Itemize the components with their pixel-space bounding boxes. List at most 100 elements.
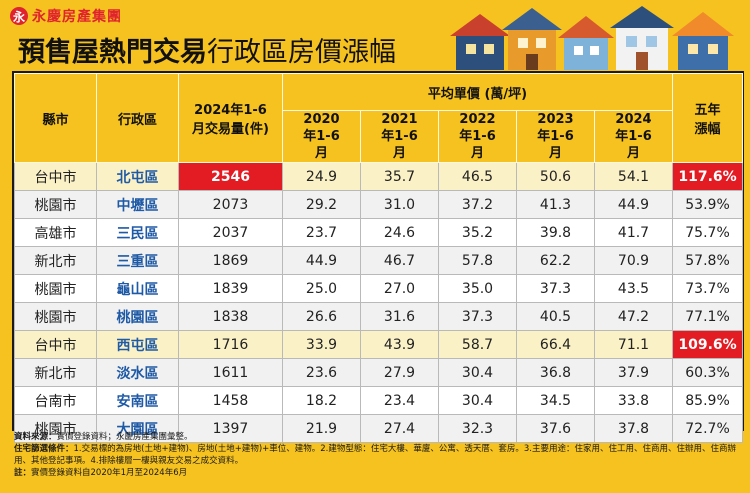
cell-volume: 1397 bbox=[178, 414, 283, 443]
cell-price-2024: 70.9 bbox=[593, 246, 674, 275]
header-year-2023: 2023年1-6月 bbox=[516, 110, 595, 163]
houses-illustration bbox=[450, 6, 734, 70]
cell-county: 高雄市 bbox=[14, 218, 97, 247]
cell-county: 桃園市 bbox=[14, 190, 97, 219]
cell-volume: 2037 bbox=[178, 218, 283, 247]
cell-growth: 75.7% bbox=[672, 218, 744, 247]
table-row: 桃園市 大園區 1397 21.9 27.4 32.3 37.6 37.8 72… bbox=[14, 414, 744, 443]
cell-district: 三重區 bbox=[96, 246, 179, 275]
cell-price-2023: 36.8 bbox=[516, 358, 595, 387]
cell-district: 桃園區 bbox=[96, 302, 179, 331]
cell-county: 桃園市 bbox=[14, 274, 97, 303]
header-county: 縣市 bbox=[14, 73, 97, 163]
cell-price-2024: 41.7 bbox=[593, 218, 674, 247]
cell-county: 台中市 bbox=[14, 162, 97, 191]
footnotes: 資料來源：實價登錄資料；永慶房產集團彙整。 住宅篩選條件：1.交易標的為房地(土… bbox=[14, 431, 740, 479]
cell-price-2023: 39.8 bbox=[516, 218, 595, 247]
cell-price-2022: 58.7 bbox=[438, 330, 517, 359]
table-row: 台南市 安南區 1458 18.2 23.4 30.4 34.5 33.8 85… bbox=[14, 386, 744, 415]
cell-district: 大園區 bbox=[96, 414, 179, 443]
header-year-2020: 2020年1-6月 bbox=[282, 110, 361, 163]
cell-price-2024: 37.8 bbox=[593, 414, 674, 443]
cell-price-2022: 37.2 bbox=[438, 190, 517, 219]
cell-price-2023: 62.2 bbox=[516, 246, 595, 275]
cell-price-2020: 26.6 bbox=[282, 302, 361, 331]
page-title-light: 行政區房價漲幅 bbox=[207, 37, 396, 68]
header-year-2022: 2022年1-6月 bbox=[438, 110, 517, 163]
cell-price-2022: 32.3 bbox=[438, 414, 517, 443]
cell-price-2021: 43.9 bbox=[360, 330, 439, 359]
cell-district: 中壢區 bbox=[96, 190, 179, 219]
cell-volume: 1838 bbox=[178, 302, 283, 331]
note-filter-label: 住宅篩選條件： bbox=[14, 444, 74, 454]
cell-growth: 53.9% bbox=[672, 190, 744, 219]
house-icon bbox=[672, 12, 734, 70]
cell-growth: 60.3% bbox=[672, 358, 744, 387]
cell-price-2022: 46.5 bbox=[438, 162, 517, 191]
table-row: 桃園市 中壢區 2073 29.2 31.0 37.2 41.3 44.9 53… bbox=[14, 190, 744, 219]
cell-price-2024: 33.8 bbox=[593, 386, 674, 415]
cell-district: 北屯區 bbox=[96, 162, 179, 191]
cell-price-2021: 46.7 bbox=[360, 246, 439, 275]
brand-logo-text: 永慶房產集團 bbox=[32, 9, 122, 25]
cell-price-2023: 37.6 bbox=[516, 414, 595, 443]
cell-price-2021: 27.4 bbox=[360, 414, 439, 443]
table-row: 高雄市 三民區 2037 23.7 24.6 35.2 39.8 41.7 75… bbox=[14, 218, 744, 247]
cell-price-2021: 31.0 bbox=[360, 190, 439, 219]
cell-price-2024: 54.1 bbox=[593, 162, 674, 191]
page-title: 預售屋熱門交易行政區房價漲幅 bbox=[18, 30, 396, 69]
header-volume: 2024年1-6月交易量(件) bbox=[178, 73, 283, 163]
cell-volume: 1458 bbox=[178, 386, 283, 415]
cell-district: 三民區 bbox=[96, 218, 179, 247]
cell-county: 新北市 bbox=[14, 246, 97, 275]
cell-district: 安南區 bbox=[96, 386, 179, 415]
cell-price-2023: 66.4 bbox=[516, 330, 595, 359]
cell-growth: 73.7% bbox=[672, 274, 744, 303]
cell-price-2021: 31.6 bbox=[360, 302, 439, 331]
cell-volume: 2546 bbox=[178, 162, 283, 191]
cell-price-2022: 35.0 bbox=[438, 274, 517, 303]
house-icon bbox=[450, 14, 510, 70]
cell-price-2022: 30.4 bbox=[438, 386, 517, 415]
cell-county: 桃園市 bbox=[14, 414, 97, 443]
header-district: 行政區 bbox=[96, 73, 179, 163]
page-title-strong: 預售屋熱門交易 bbox=[18, 37, 207, 68]
note-period-label: 註： bbox=[14, 468, 32, 478]
table-row: 桃園市 桃園區 1838 26.6 31.6 37.3 40.5 47.2 77… bbox=[14, 302, 744, 331]
cell-county: 桃園市 bbox=[14, 302, 97, 331]
cell-county: 台中市 bbox=[14, 330, 97, 359]
cell-county: 新北市 bbox=[14, 358, 97, 387]
cell-price-2020: 23.6 bbox=[282, 358, 361, 387]
cell-growth: 77.1% bbox=[672, 302, 744, 331]
cell-county: 台南市 bbox=[14, 386, 97, 415]
cell-volume: 1716 bbox=[178, 330, 283, 359]
house-icon bbox=[558, 16, 614, 70]
table-row: 台中市 西屯區 1716 33.9 43.9 58.7 66.4 71.1 10… bbox=[14, 330, 744, 359]
cell-price-2022: 57.8 bbox=[438, 246, 517, 275]
cell-growth: 109.6% bbox=[672, 330, 744, 359]
note-source-label: 資料來源： bbox=[14, 432, 57, 442]
note-filter: 住宅篩選條件：1.交易標的為房地(土地+建物)、房地(土地+建物)+車位、建物。… bbox=[14, 443, 740, 467]
cell-price-2020: 25.0 bbox=[282, 274, 361, 303]
header-year-2024: 2024年1-6月 bbox=[593, 110, 674, 163]
cell-district: 龜山區 bbox=[96, 274, 179, 303]
cell-price-2021: 35.7 bbox=[360, 162, 439, 191]
cell-price-2022: 37.3 bbox=[438, 302, 517, 331]
cell-price-2020: 18.2 bbox=[282, 386, 361, 415]
brand-logo-icon: 永 bbox=[10, 7, 28, 25]
brand-logo: 永 永慶房產集團 bbox=[10, 6, 122, 26]
cell-price-2023: 34.5 bbox=[516, 386, 595, 415]
cell-price-2023: 41.3 bbox=[516, 190, 595, 219]
cell-price-2024: 43.5 bbox=[593, 274, 674, 303]
cell-growth: 85.9% bbox=[672, 386, 744, 415]
cell-volume: 2073 bbox=[178, 190, 283, 219]
table-row: 新北市 三重區 1869 44.9 46.7 57.8 62.2 70.9 57… bbox=[14, 246, 744, 275]
note-period-text: 實價登錄資料自2020年1月至2024年6月 bbox=[31, 468, 188, 478]
cell-price-2021: 24.6 bbox=[360, 218, 439, 247]
cell-price-2024: 71.1 bbox=[593, 330, 674, 359]
header-avg-price: 平均單價 (萬/坪) bbox=[281, 73, 674, 111]
table-row: 台中市 北屯區 2546 24.9 35.7 46.5 50.6 54.1 11… bbox=[14, 162, 744, 191]
cell-price-2023: 50.6 bbox=[516, 162, 595, 191]
cell-price-2020: 21.9 bbox=[282, 414, 361, 443]
cell-price-2021: 23.4 bbox=[360, 386, 439, 415]
